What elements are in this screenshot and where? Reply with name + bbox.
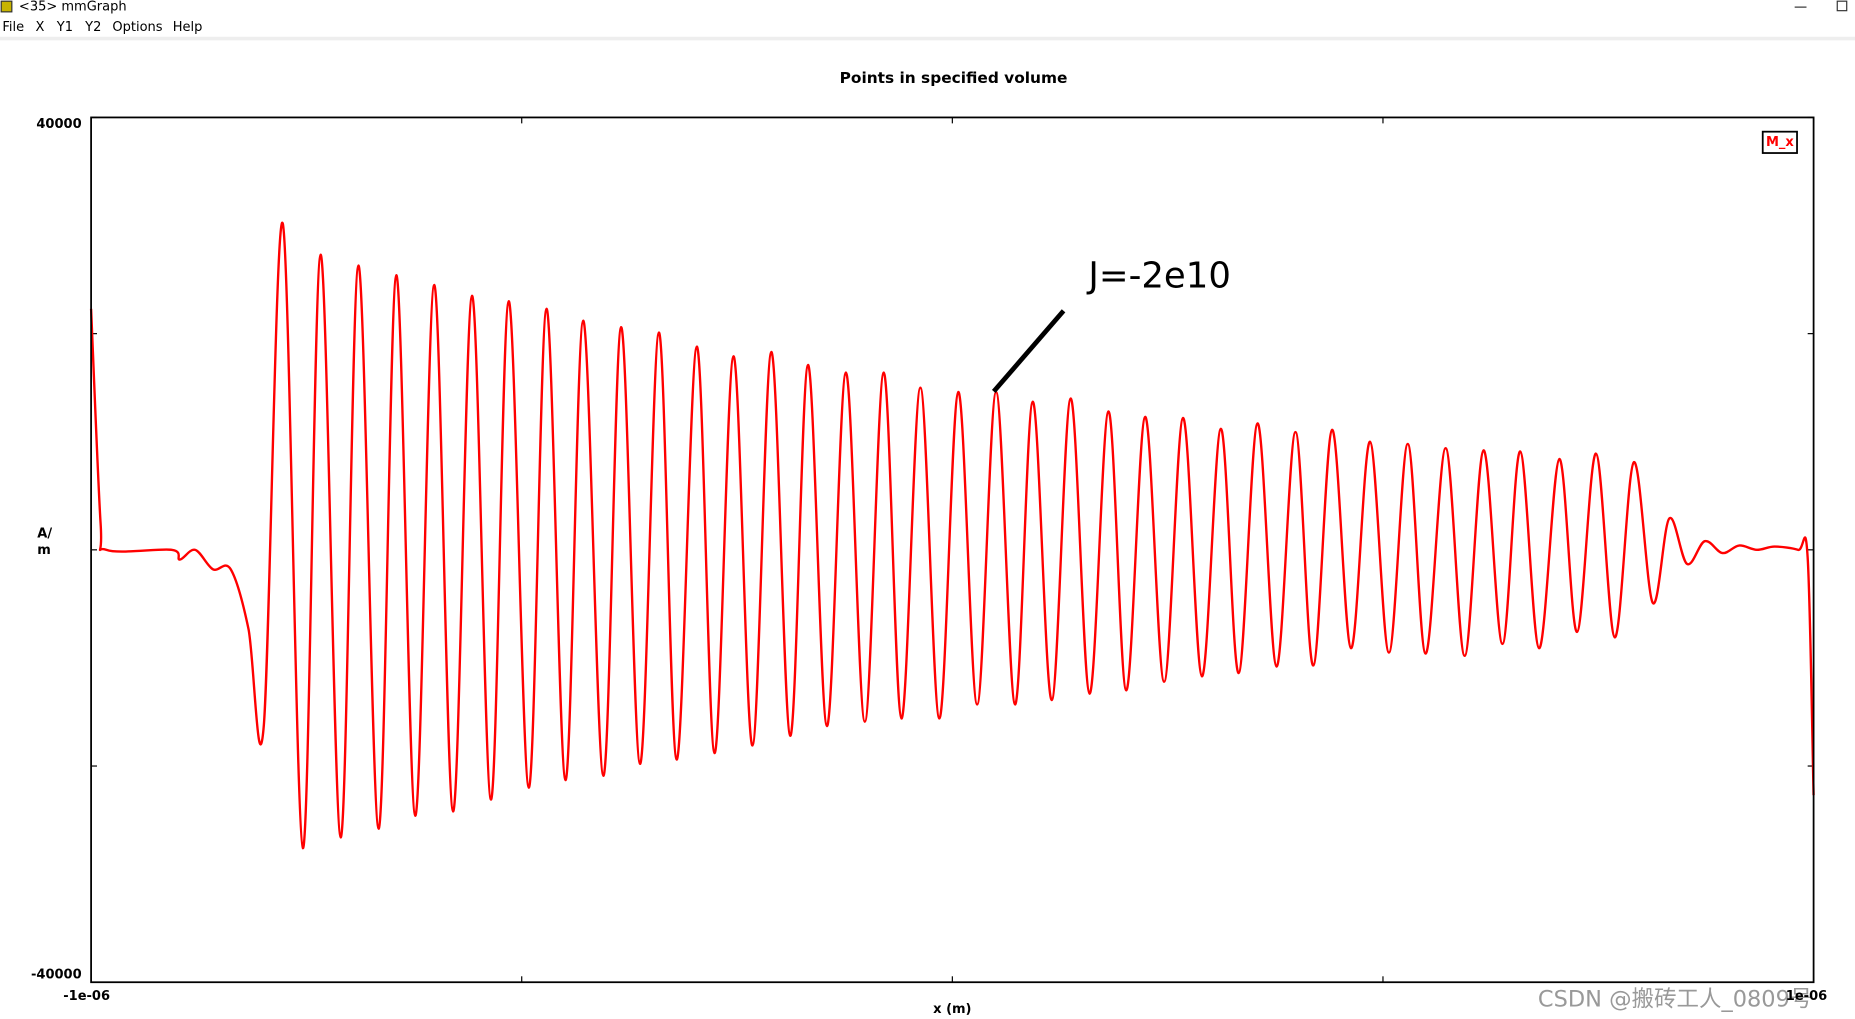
restore-button[interactable] bbox=[1836, 0, 1848, 12]
menu-item[interactable]: Options bbox=[112, 20, 162, 35]
window-title: <35> mmGraph bbox=[19, 0, 127, 15]
legend-box bbox=[1761, 130, 1798, 154]
legend-label: M_x bbox=[1766, 135, 1794, 150]
data-line bbox=[89, 222, 1815, 850]
menu-item[interactable]: File bbox=[2, 20, 24, 35]
annotation-arrow bbox=[991, 309, 1066, 394]
menu-item[interactable]: Help bbox=[173, 20, 203, 35]
menu-separator bbox=[0, 36, 1855, 41]
plot-frame bbox=[90, 116, 1815, 984]
x-tick-label: -1e-06 bbox=[63, 989, 110, 1004]
y-axis-label-box: A/m bbox=[37, 525, 53, 558]
x-tick-label: 1e-06 bbox=[1786, 989, 1827, 1004]
chart-title: Points in specified volume bbox=[840, 69, 1068, 87]
y-tick-label: 40000 bbox=[36, 117, 81, 132]
menu-item[interactable]: X bbox=[35, 20, 44, 35]
annotation: J=-2e10 bbox=[1086, 256, 1230, 297]
app-icon bbox=[0, 0, 13, 13]
watermark: CSDN @搬砖工人_0809号 bbox=[1538, 987, 1812, 1013]
y-axis-label: A/m bbox=[37, 525, 53, 558]
x-axis-label: x (m) bbox=[933, 1002, 971, 1017]
menu-item[interactable]: Y1 bbox=[56, 20, 73, 35]
y-tick-label: -40000 bbox=[31, 968, 82, 983]
menu-item[interactable]: Y2 bbox=[84, 20, 101, 35]
